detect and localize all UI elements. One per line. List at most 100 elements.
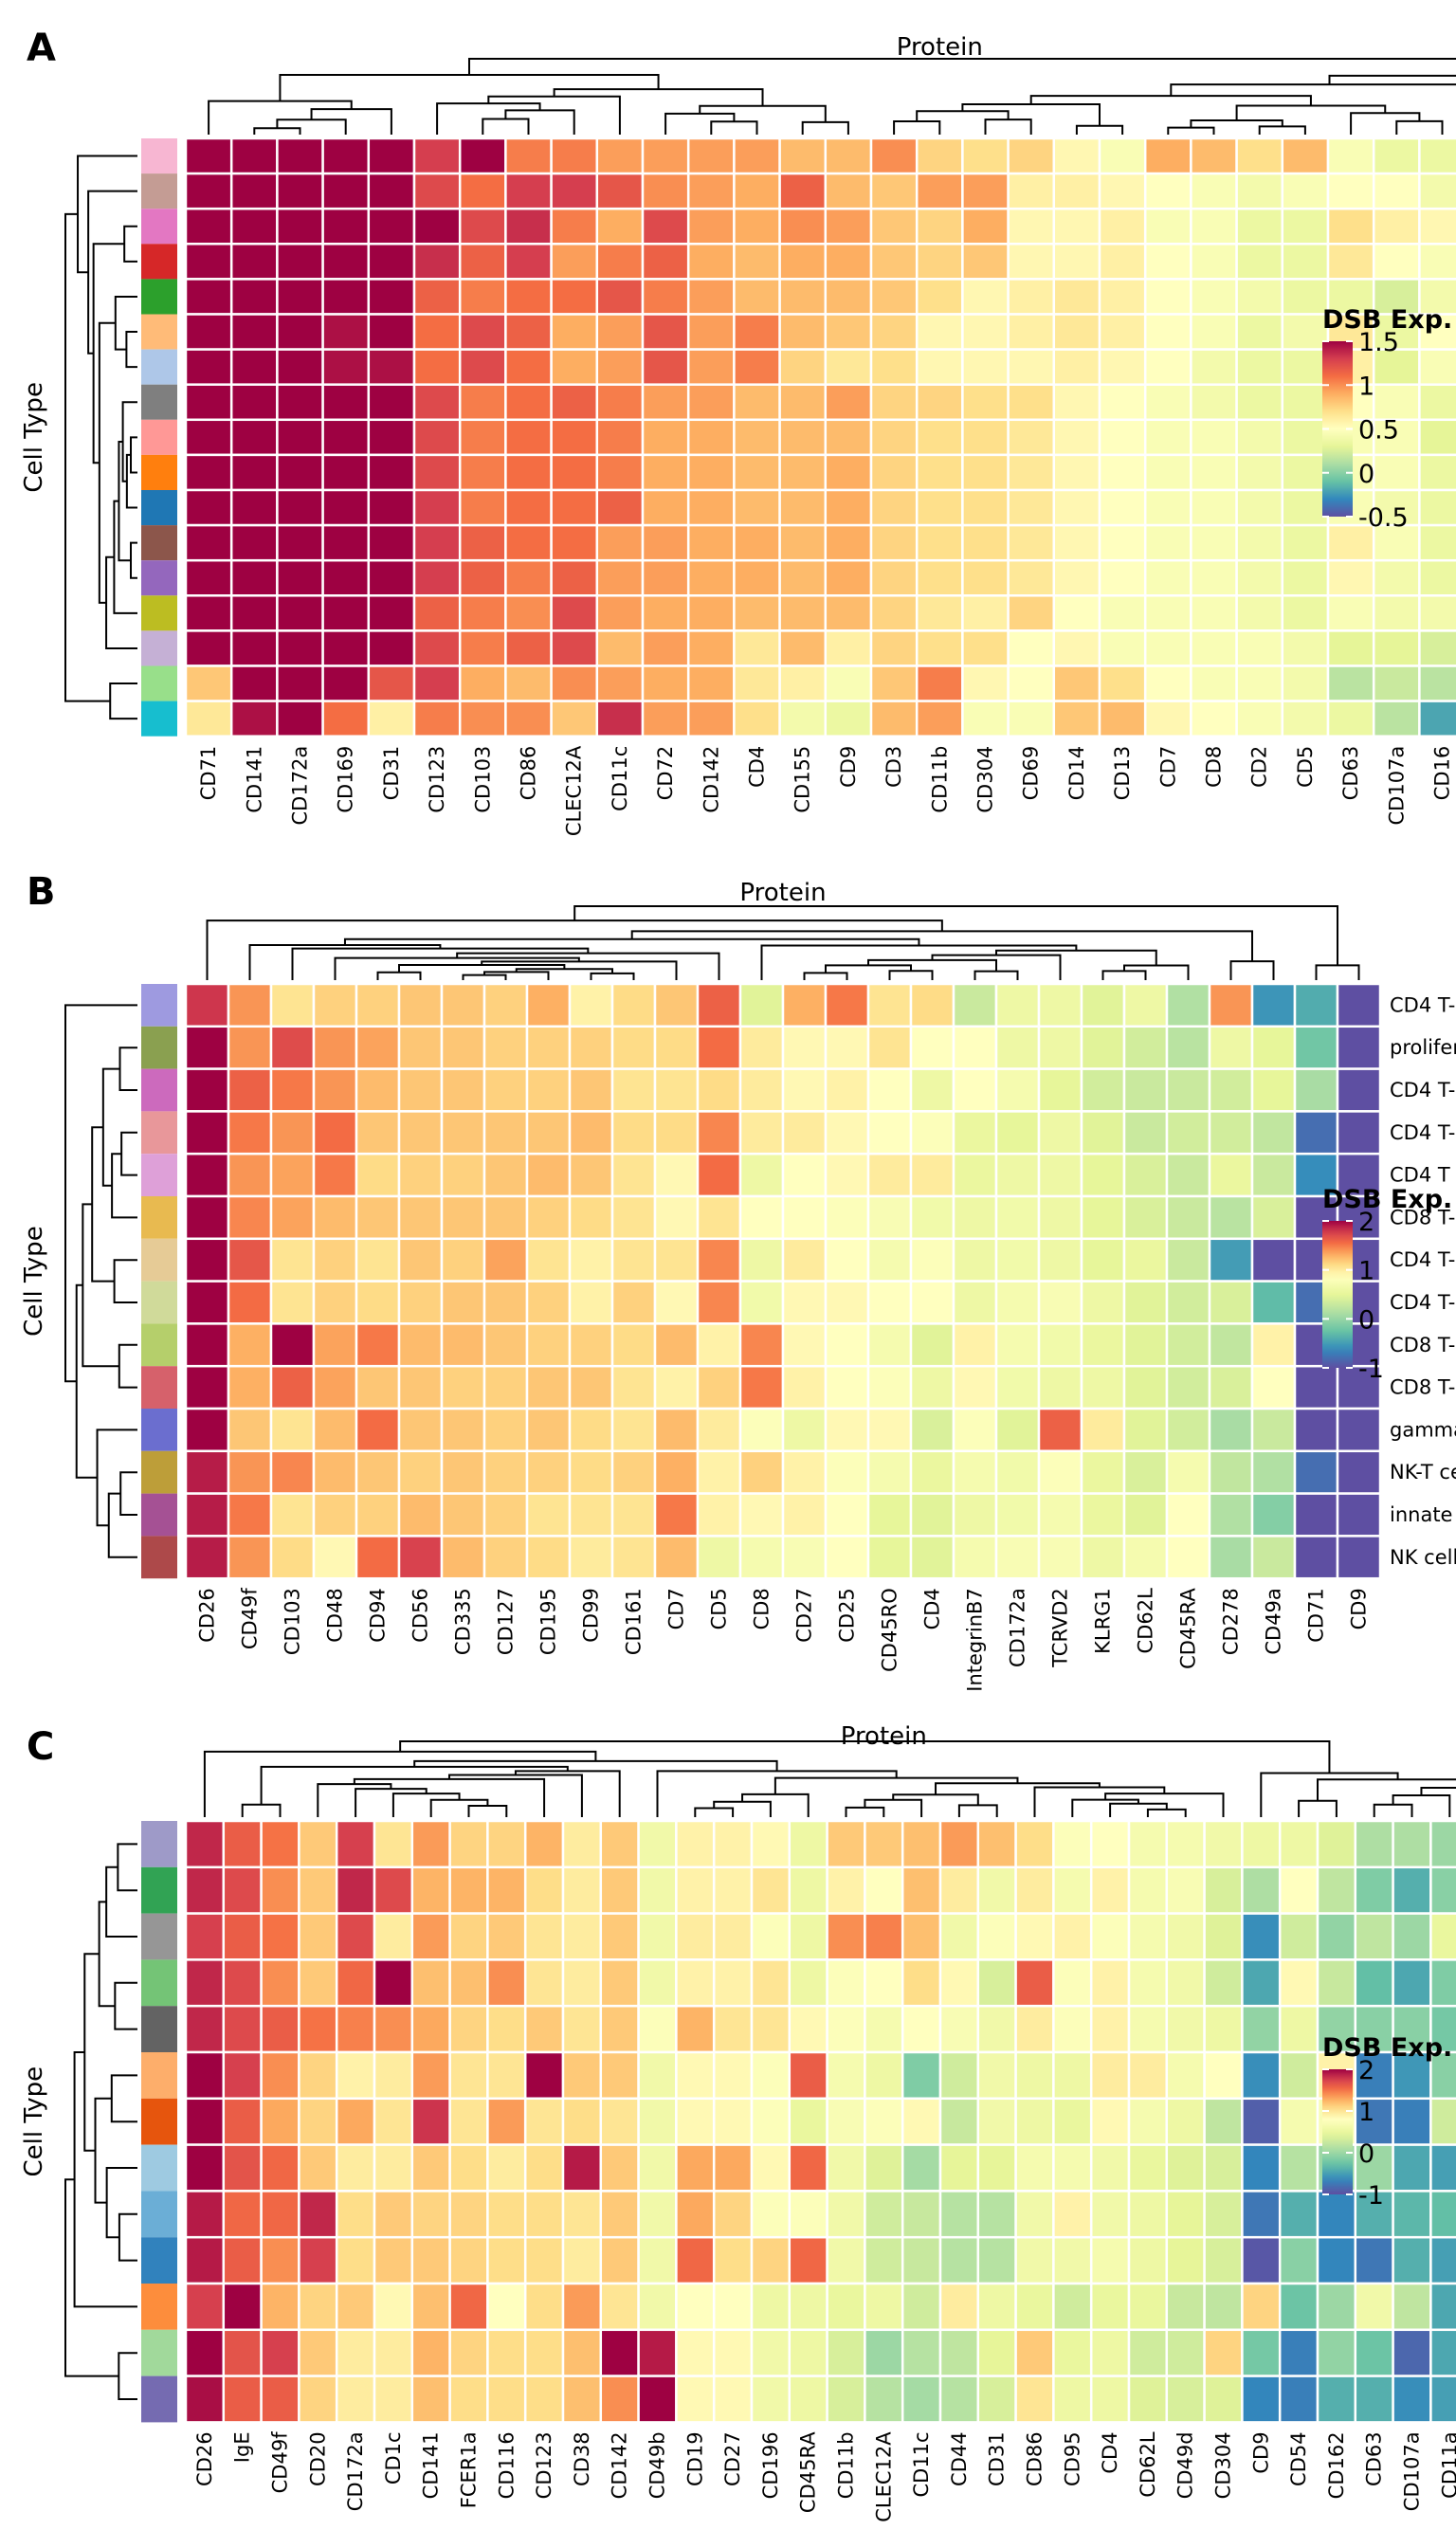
heatmap-cell — [696, 1407, 742, 1453]
heatmap-cell — [864, 1958, 904, 2008]
heatmap-cell — [486, 1819, 527, 1869]
heatmap-cell — [550, 383, 599, 422]
heatmap-cell — [355, 1322, 401, 1368]
heatmap-cell — [229, 207, 279, 246]
heatmap-cell — [1037, 1492, 1083, 1538]
heatmap-cell — [733, 558, 781, 597]
heatmap-cell — [938, 2190, 980, 2239]
dendrogram-branch — [317, 1783, 392, 1817]
heatmap-cell — [1037, 1025, 1083, 1070]
heatmap-cell — [1165, 2328, 1206, 2377]
heatmap-cell — [504, 594, 553, 632]
row-dendrogram — [64, 1004, 137, 1558]
heatmap-cell — [824, 1152, 870, 1198]
heatmap-cell — [686, 453, 736, 492]
row-labels: CD4 T-regproliferating T/NKCD4 T-rmCD4 T… — [1390, 993, 1456, 1568]
dendrogram-branch — [1146, 1808, 1187, 1817]
heatmap-cell — [184, 136, 233, 175]
column-label: CD11b — [928, 746, 951, 813]
heatmap-cell — [486, 2235, 527, 2285]
heatmap-cell — [599, 2143, 640, 2193]
heatmap-cell — [1052, 2328, 1093, 2377]
heatmap-cell — [1098, 558, 1147, 597]
heatmap-cell — [276, 629, 324, 667]
heatmap-cell — [184, 982, 230, 1028]
heatmap-cell — [1392, 2375, 1432, 2424]
heatmap-cell — [1281, 136, 1330, 175]
column-label: CD304 — [1212, 2431, 1235, 2499]
column-label: CD155 — [792, 746, 814, 813]
heatmap-cell — [788, 2328, 828, 2377]
heatmap-cell — [788, 2143, 828, 2193]
heatmap-cell — [184, 700, 233, 737]
column-label: CD31 — [380, 746, 403, 801]
heatmap-cell — [550, 664, 599, 702]
heatmap-cell — [994, 1535, 1041, 1580]
heatmap-cell — [1007, 629, 1056, 667]
heatmap-cell — [269, 1067, 316, 1113]
column-label: CD56 — [410, 1588, 432, 1643]
dendrogram-branch — [1395, 119, 1444, 135]
heatmap-cell — [738, 1280, 785, 1325]
heatmap-cell — [260, 2235, 300, 2285]
column-label: CD141 — [243, 746, 265, 813]
heatmap-cell — [915, 629, 964, 667]
heatmap-cell — [1281, 383, 1330, 422]
heatmap-cell — [1165, 1364, 1211, 1410]
heatmap-cell — [448, 2190, 489, 2239]
heatmap-cell — [976, 1958, 1017, 2008]
heatmap-cell — [1235, 418, 1284, 457]
heatmap-cell — [1316, 2235, 1357, 2285]
column-label: CD38 — [571, 2431, 593, 2486]
heatmap-cell — [410, 1958, 451, 2008]
heatmap-cell — [298, 2143, 338, 2193]
dendrogram-branch — [105, 1866, 137, 1938]
heatmap-cell — [778, 700, 828, 737]
heatmap-cell — [952, 1322, 998, 1368]
heatmap-cell — [486, 2328, 527, 2377]
heatmap-cell — [637, 2143, 678, 2193]
heatmap-cell — [1392, 1819, 1432, 1869]
heatmap-cell — [788, 1819, 828, 1869]
heatmap-cell — [738, 1237, 785, 1283]
heatmap-cell — [1203, 1912, 1244, 1961]
heatmap-cell — [1037, 1535, 1083, 1580]
dendrogram-branch — [130, 541, 137, 579]
row-annotation-swatch — [141, 2144, 177, 2192]
heatmap-cell — [1316, 1912, 1357, 1961]
column-label: CD161 — [623, 1588, 646, 1655]
heatmap-cell — [1080, 1535, 1126, 1580]
heatmap-cell — [610, 1110, 657, 1156]
heatmap-cell — [1281, 700, 1330, 737]
heatmap-cell — [440, 1067, 486, 1113]
heatmap-cell — [686, 136, 736, 175]
heatmap-cell — [1127, 2235, 1169, 2285]
heatmap-cell — [486, 2004, 527, 2054]
column-label: CD25 — [836, 1588, 859, 1643]
heatmap-cell — [909, 1535, 956, 1580]
dendrogram-branch — [118, 2212, 137, 2262]
heatmap-cell — [227, 1152, 273, 1198]
dendrogram-branch — [399, 1740, 1331, 1774]
heatmap-cell — [269, 1322, 316, 1368]
heatmap-cell — [1122, 1280, 1169, 1325]
heatmap-cell — [525, 1152, 572, 1198]
heatmap-cell — [260, 2050, 300, 2101]
heatmap-cell — [1127, 1866, 1169, 1915]
heatmap-cell — [778, 418, 828, 457]
heatmap-cell — [1418, 207, 1456, 246]
heatmap-cell — [1235, 136, 1284, 175]
heatmap-cell — [1372, 700, 1421, 737]
heatmap-cell — [1208, 1449, 1254, 1495]
heatmap-cell — [525, 1407, 572, 1453]
heatmap-cell — [1007, 278, 1056, 316]
heatmap-cell — [738, 1194, 785, 1241]
heatmap-cell — [1203, 2235, 1244, 2285]
heatmap-cell — [355, 1407, 401, 1453]
heatmap-cell — [448, 2143, 489, 2193]
column-label: CD45RA — [797, 2431, 820, 2513]
heatmap-cell — [525, 1194, 572, 1241]
heatmap-cell — [1429, 2143, 1456, 2193]
heatmap-cell — [738, 1407, 785, 1453]
dendrogram-branch — [504, 109, 575, 135]
